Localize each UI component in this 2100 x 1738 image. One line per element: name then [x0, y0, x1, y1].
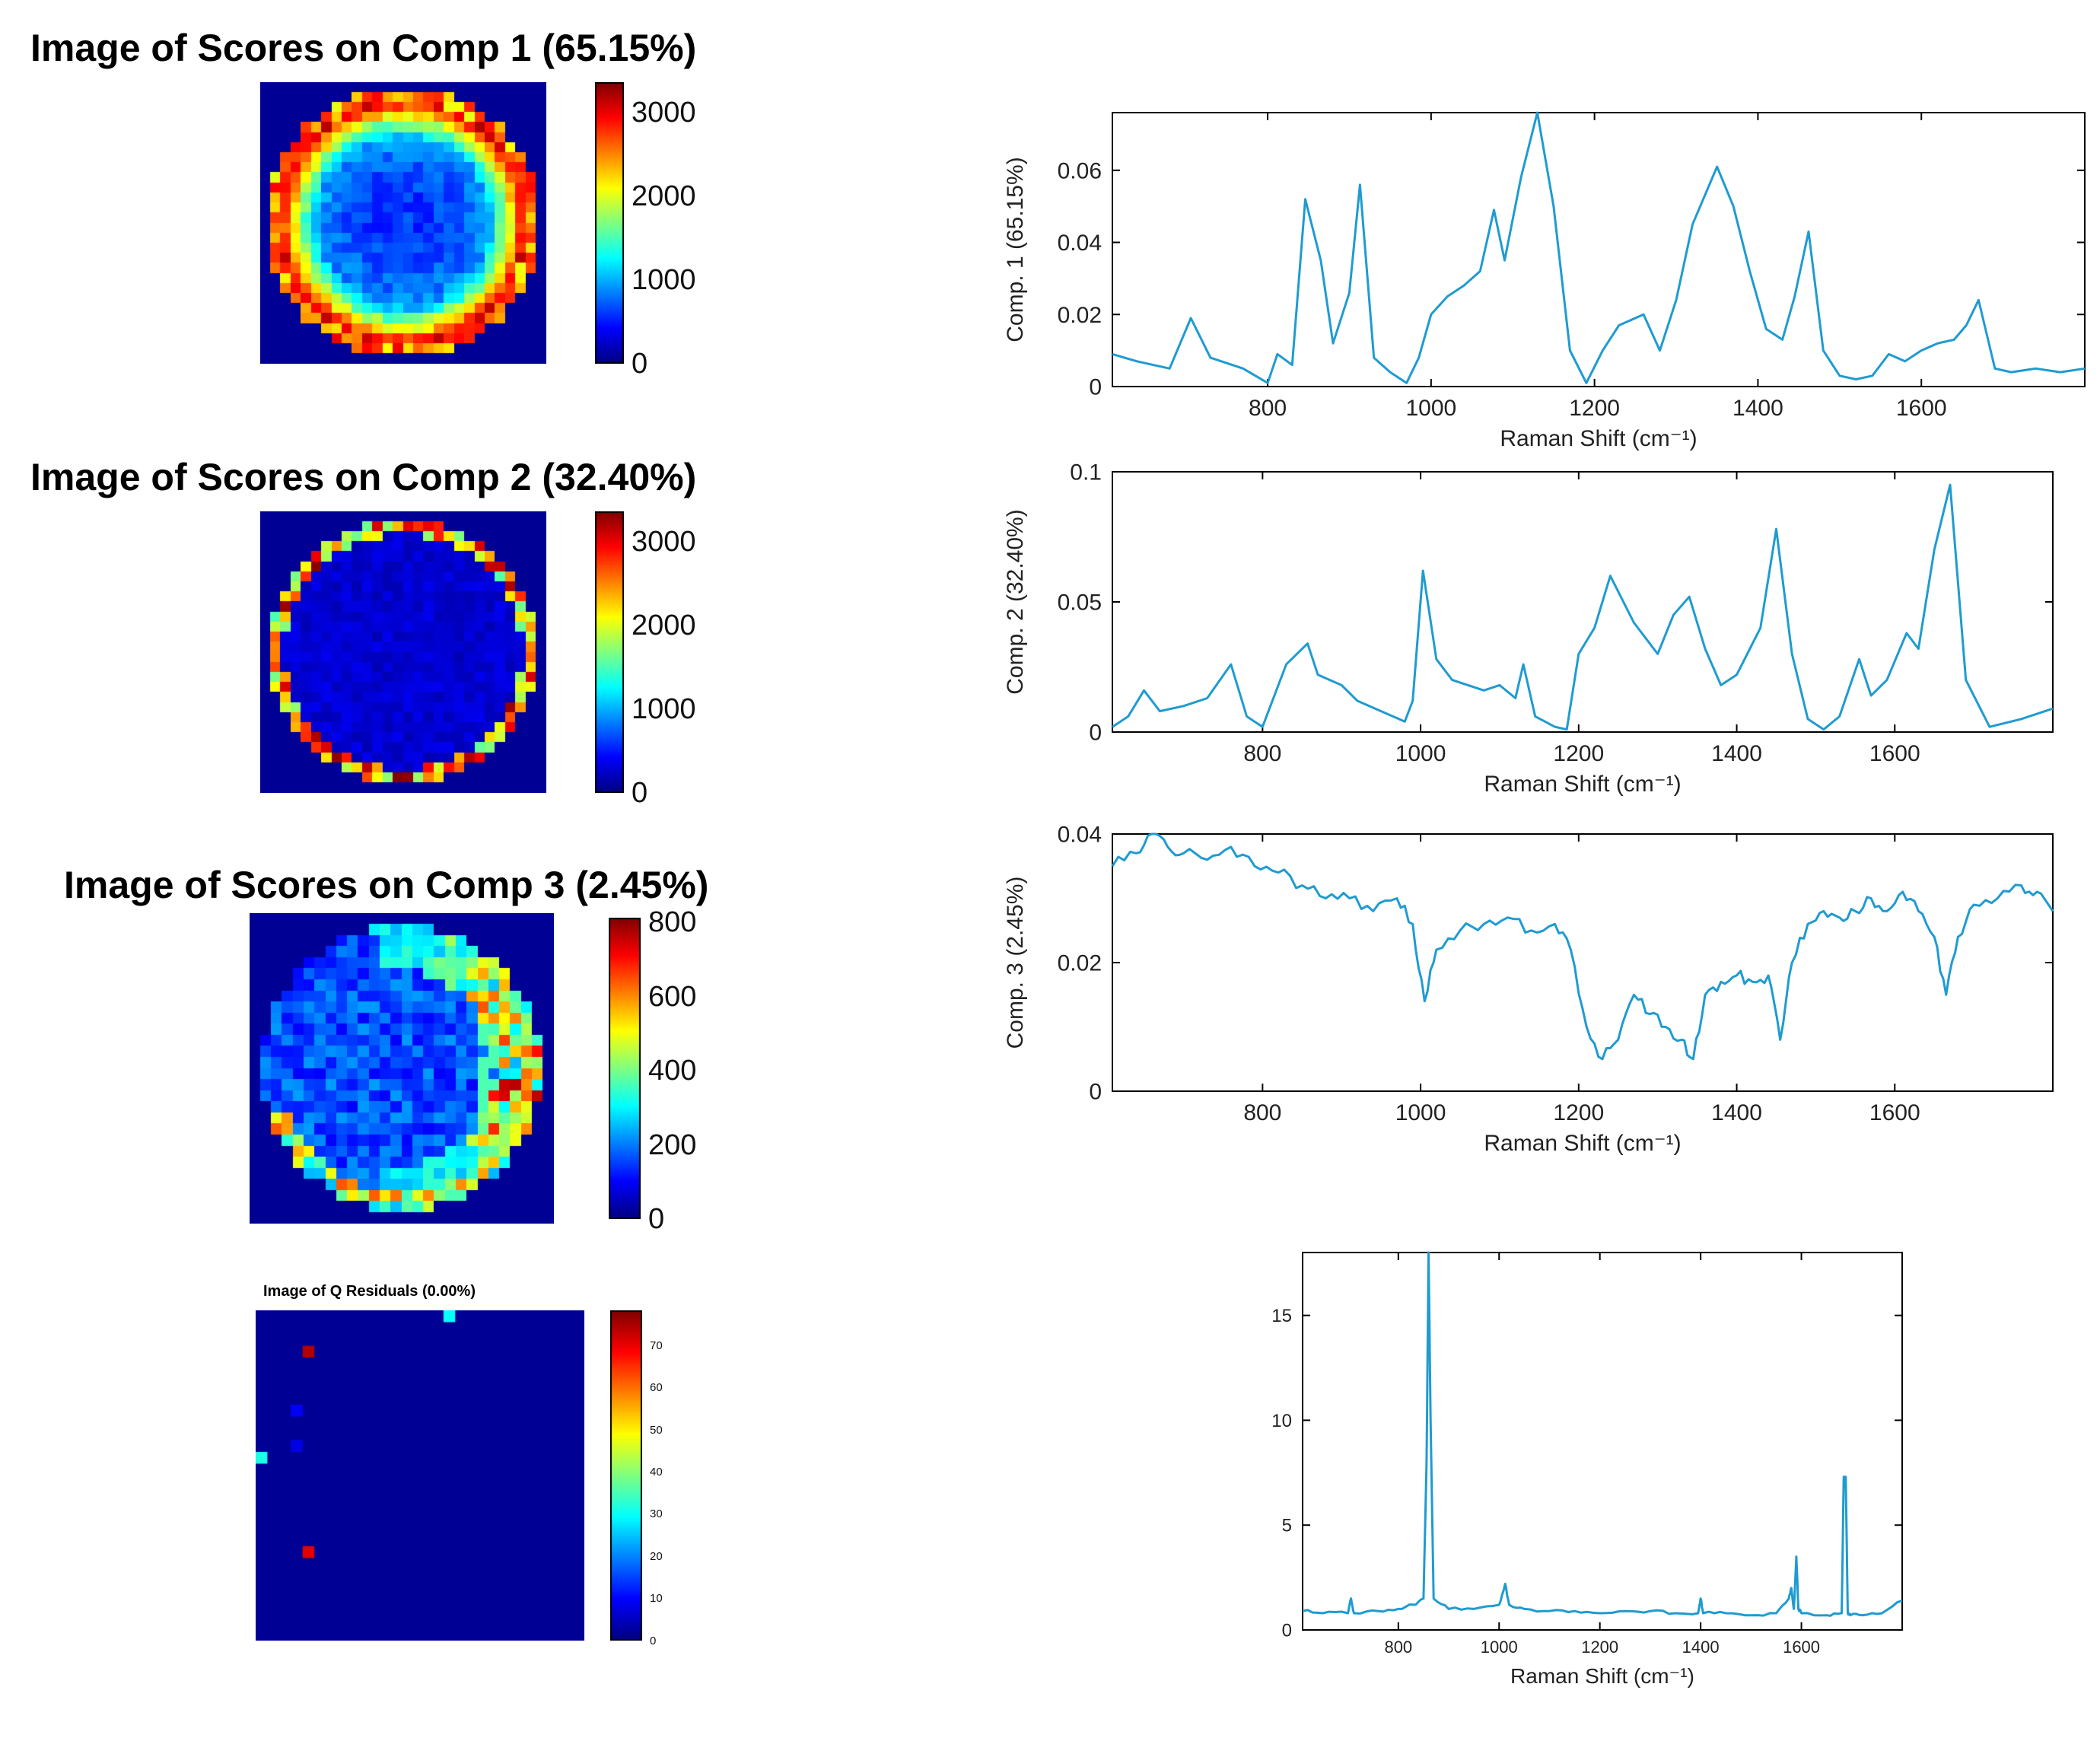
score-heatmap — [260, 511, 546, 793]
y-tick-label: 0 — [1089, 1080, 1102, 1105]
y-axis-label: Comp. 1 (65.15%) — [1003, 157, 1028, 342]
x-tick-label: 1200 — [1553, 1100, 1604, 1125]
x-tick-label: 1000 — [1395, 741, 1446, 766]
score-heatmap — [250, 913, 554, 1224]
score-image-title: Image of Scores on Comp 3 (2.45%) — [64, 864, 709, 906]
colorbar-tick-label: 200 — [648, 1128, 697, 1161]
y-tick-label: 0 — [1089, 721, 1102, 746]
score-image-title: Image of Q Residuals (0.00%) — [263, 1283, 476, 1300]
x-tick-label: 800 — [1243, 1100, 1281, 1125]
colorbar-tick-label: 0 — [632, 777, 648, 810]
colorbar-tick-label: 3000 — [632, 526, 696, 559]
y-tick-label: 5 — [1282, 1516, 1292, 1536]
x-tick-label: 1200 — [1569, 396, 1620, 421]
y-axis-label: Comp. 3 (2.45%) — [1003, 877, 1028, 1049]
x-tick-label: 1200 — [1581, 1638, 1618, 1657]
colorbar — [595, 82, 624, 364]
colorbar-tick-label: 800 — [648, 906, 697, 939]
colorbar-tick-label: 70 — [650, 1339, 663, 1352]
x-tick-label: 1000 — [1395, 1100, 1446, 1125]
colorbar-tick-label: 30 — [650, 1507, 663, 1521]
x-tick-label: 1400 — [1711, 741, 1762, 766]
colorbar — [595, 511, 624, 793]
colorbar-tick-label: 0 — [648, 1203, 665, 1236]
x-tick-label: 1600 — [1896, 396, 1947, 421]
y-tick-label: 0.02 — [1058, 951, 1102, 976]
x-axis-label: Raman Shift (cm⁻¹) — [1510, 1664, 1694, 1688]
colorbar-tick-label: 0 — [650, 1634, 657, 1647]
colorbar-tick-label: 0 — [632, 348, 648, 380]
colorbar-tick-label: 50 — [650, 1423, 663, 1437]
x-tick-label: 1400 — [1711, 1100, 1762, 1125]
spectrum-series-line — [1302, 1251, 1903, 1617]
y-tick-label: 0.02 — [1058, 303, 1102, 328]
plot-frame — [1302, 1252, 1903, 1631]
spectrum-series-line — [1112, 483, 2054, 731]
y-tick-label: 0.06 — [1058, 158, 1102, 183]
spectrum-series-line — [1111, 832, 2054, 1061]
x-axis-label: Raman Shift (cm⁻¹) — [1484, 1131, 1681, 1156]
colorbar — [609, 918, 641, 1219]
colorbar-tick-label: 20 — [650, 1549, 663, 1563]
colorbar-tick-label: 10 — [650, 1592, 663, 1606]
colorbar-tick-label: 40 — [650, 1466, 663, 1479]
x-tick-label: 1000 — [1405, 396, 1456, 421]
colorbar — [610, 1310, 642, 1641]
plot-frame — [1112, 833, 2054, 1092]
x-axis-label: Raman Shift (cm⁻¹) — [1484, 772, 1681, 797]
plot-frame — [1112, 112, 2086, 387]
x-tick-label: 1600 — [1783, 1638, 1820, 1657]
x-tick-label: 800 — [1243, 741, 1281, 766]
score-image-title: Image of Scores on Comp 1 (65.15%) — [30, 27, 697, 69]
x-tick-label: 800 — [1249, 396, 1287, 421]
score-image-title: Image of Scores on Comp 2 (32.40%) — [30, 456, 697, 498]
colorbar-tick-label: 3000 — [632, 97, 696, 129]
x-axis-label: Raman Shift (cm⁻¹) — [1500, 426, 1697, 451]
y-axis-label: Comp. 2 (32.40%) — [1003, 509, 1028, 694]
score-heatmap — [256, 1310, 584, 1641]
y-tick-label: 0.04 — [1058, 823, 1102, 848]
plot-frame — [1112, 471, 2054, 733]
y-tick-label: 15 — [1271, 1306, 1292, 1326]
y-tick-label: 10 — [1271, 1411, 1292, 1431]
colorbar-tick-label: 600 — [648, 980, 697, 1013]
x-tick-label: 1600 — [1869, 1100, 1920, 1125]
colorbar-tick-label: 2000 — [632, 610, 696, 642]
x-tick-label: 1600 — [1869, 741, 1920, 766]
x-tick-label: 1000 — [1481, 1638, 1518, 1657]
colorbar-tick-label: 400 — [648, 1055, 697, 1087]
y-tick-label: 0.04 — [1058, 231, 1102, 256]
colorbar-tick-label: 1000 — [632, 264, 696, 297]
x-tick-label: 1400 — [1682, 1638, 1720, 1657]
y-tick-label: 0 — [1282, 1620, 1292, 1641]
score-heatmap — [260, 82, 546, 364]
y-tick-label: 0 — [1089, 375, 1102, 400]
x-tick-label: 1400 — [1732, 396, 1783, 421]
x-tick-label: 800 — [1384, 1638, 1412, 1657]
colorbar-tick-label: 60 — [650, 1381, 663, 1395]
colorbar-tick-label: 2000 — [632, 180, 696, 213]
y-tick-label: 0.1 — [1070, 460, 1102, 485]
x-tick-label: 1200 — [1553, 741, 1604, 766]
colorbar-tick-label: 1000 — [632, 693, 696, 726]
spectrum-series-line — [1112, 111, 2086, 384]
y-tick-label: 0.05 — [1058, 590, 1102, 616]
